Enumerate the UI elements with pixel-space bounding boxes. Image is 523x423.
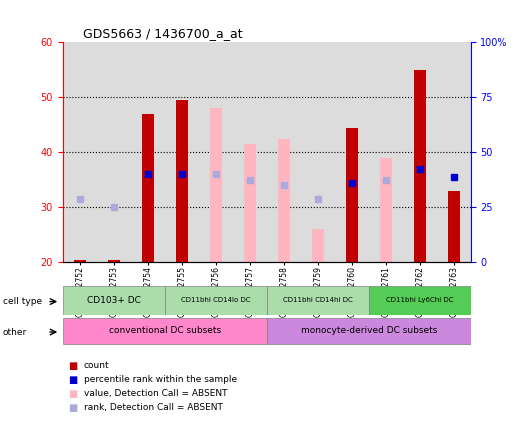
Bar [369, 42, 403, 262]
Text: CD11bhi CD14lo DC: CD11bhi CD14lo DC [181, 297, 251, 303]
Bar [210, 108, 222, 262]
Text: percentile rank within the sample: percentile rank within the sample [84, 375, 237, 385]
Text: monocyte-derived DC subsets: monocyte-derived DC subsets [301, 327, 437, 335]
Text: value, Detection Call = ABSENT: value, Detection Call = ABSENT [84, 389, 227, 398]
Text: ■: ■ [68, 361, 77, 371]
Text: CD103+ DC: CD103+ DC [87, 296, 141, 305]
Text: ■: ■ [68, 403, 77, 413]
FancyBboxPatch shape [165, 286, 267, 315]
FancyBboxPatch shape [267, 318, 471, 344]
Text: cell type: cell type [3, 297, 42, 306]
FancyBboxPatch shape [267, 286, 369, 315]
Bar [233, 42, 267, 262]
Text: rank, Detection Call = ABSENT: rank, Detection Call = ABSENT [84, 403, 223, 412]
Bar [244, 144, 256, 262]
Text: ■: ■ [68, 375, 77, 385]
Bar [108, 259, 120, 262]
Text: conventional DC subsets: conventional DC subsets [109, 327, 221, 335]
Bar [335, 42, 369, 262]
Bar [312, 229, 324, 262]
Bar [448, 191, 460, 262]
Text: count: count [84, 361, 109, 371]
FancyBboxPatch shape [63, 318, 267, 344]
FancyBboxPatch shape [369, 286, 471, 315]
Bar [142, 114, 154, 262]
Text: CD11bhi CD14hi DC: CD11bhi CD14hi DC [283, 297, 353, 303]
Text: GDS5663 / 1436700_a_at: GDS5663 / 1436700_a_at [83, 27, 243, 40]
Bar [414, 70, 426, 262]
Bar [380, 158, 392, 262]
Bar [301, 42, 335, 262]
FancyBboxPatch shape [63, 286, 165, 315]
Bar [176, 100, 188, 262]
Text: ■: ■ [68, 389, 77, 399]
Bar [74, 259, 86, 262]
Text: other: other [3, 327, 27, 337]
Bar [63, 42, 97, 262]
Bar [165, 42, 199, 262]
Bar [97, 42, 131, 262]
Bar [199, 42, 233, 262]
Bar [267, 42, 301, 262]
Bar [437, 42, 471, 262]
Text: CD11bhi Ly6Chi DC: CD11bhi Ly6Chi DC [386, 297, 453, 303]
Bar [403, 42, 437, 262]
Bar [278, 139, 290, 262]
Bar [346, 128, 358, 262]
Bar [131, 42, 165, 262]
